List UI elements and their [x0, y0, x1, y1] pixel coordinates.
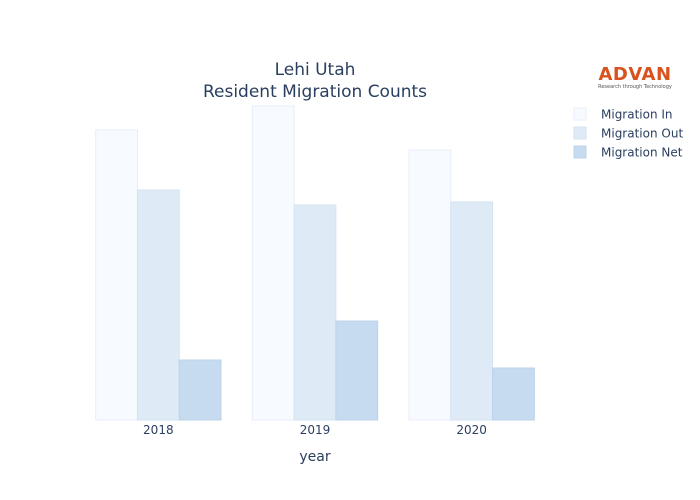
- bars-layer: [95, 105, 535, 421]
- legend: Migration In Migration Out Migration Net: [573, 107, 683, 160]
- bar-migration-net-2018[interactable]: [178, 359, 222, 421]
- legend-swatch-migration-out[interactable]: [573, 126, 587, 140]
- legend-label-migration-net[interactable]: Migration Net: [601, 146, 683, 160]
- bar-migration-net-2019[interactable]: [335, 320, 379, 421]
- x-axis-title: year: [299, 449, 330, 465]
- bar-migration-in-2019[interactable]: [251, 105, 295, 421]
- x-tick-label: 2018: [143, 423, 174, 437]
- logo-brand: ADVAN: [598, 64, 672, 85]
- chart-title: Lehi Utah Resident Migration Counts: [203, 60, 427, 102]
- x-tick-label: 2019: [300, 423, 331, 437]
- bar-migration-in-2018[interactable]: [95, 129, 138, 421]
- bar-migration-out-2019[interactable]: [293, 204, 337, 421]
- legend-swatch-migration-net[interactable]: [573, 145, 587, 159]
- bar-migration-net-2020[interactable]: [492, 367, 535, 421]
- bar-migration-out-2018[interactable]: [136, 189, 180, 421]
- bar-migration-in-2020[interactable]: [408, 149, 452, 421]
- legend-label-migration-in[interactable]: Migration In: [601, 108, 673, 122]
- bar-migration-out-2020[interactable]: [450, 201, 494, 421]
- legend-swatch-migration-in[interactable]: [573, 107, 587, 121]
- logo-tagline: Research through Technology: [598, 84, 672, 90]
- x-tick-label: 2020: [456, 423, 487, 437]
- x-axis-ticks: 2018 2019 2020: [143, 423, 487, 437]
- chart-title-line-1: Lehi Utah: [275, 60, 356, 80]
- advan-logo: ADVAN Research through Technology: [590, 66, 680, 91]
- legend-label-migration-out[interactable]: Migration Out: [601, 127, 683, 141]
- chart-title-line-2: Resident Migration Counts: [203, 82, 427, 102]
